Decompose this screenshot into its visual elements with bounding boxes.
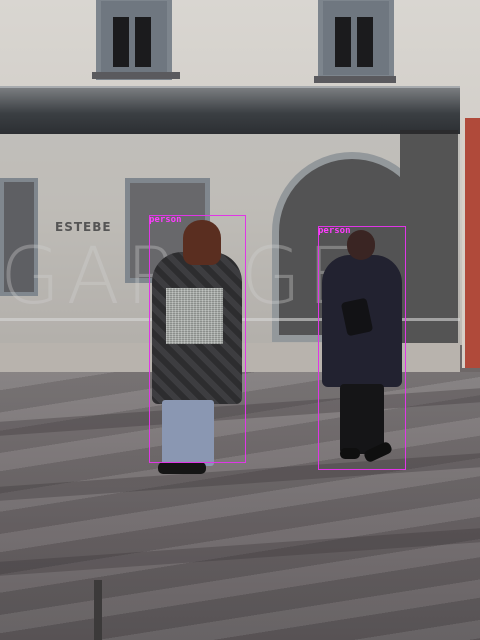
detection-box bbox=[318, 226, 406, 470]
hair bbox=[347, 230, 375, 260]
storefront-sign: ESTEBE bbox=[55, 220, 112, 234]
red-pillar bbox=[462, 118, 480, 368]
glass-canopy bbox=[0, 88, 460, 134]
jeans bbox=[162, 400, 214, 466]
upper-window-left bbox=[96, 0, 172, 80]
upper-window-right bbox=[318, 0, 394, 80]
trousers bbox=[340, 384, 384, 454]
paved-plaza bbox=[0, 372, 480, 640]
shoe bbox=[340, 448, 360, 459]
noise-patch bbox=[166, 288, 223, 344]
window-sill bbox=[314, 76, 396, 83]
window-sill bbox=[92, 72, 180, 79]
hair bbox=[183, 220, 221, 265]
ground-floor-window bbox=[0, 178, 38, 296]
detection-box bbox=[149, 215, 246, 463]
detection-label: person bbox=[149, 215, 182, 225]
dark-entrance bbox=[400, 130, 458, 345]
detection-label: person bbox=[318, 226, 351, 236]
shoes bbox=[158, 462, 206, 474]
bollard bbox=[94, 580, 102, 640]
